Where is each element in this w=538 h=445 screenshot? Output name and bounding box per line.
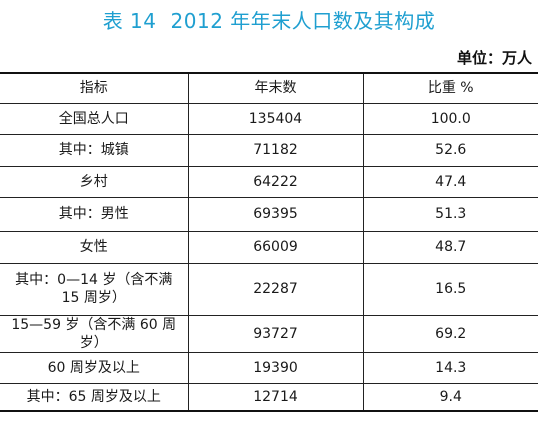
table-title: 表 14 2012 年年末人口数及其构成: [0, 6, 538, 36]
cell-indicator: 其中：城镇: [0, 133, 189, 167]
cell-indicator: 其中：65 周岁及以上: [0, 382, 189, 412]
table-number: 表 14: [102, 9, 157, 33]
cell-value: 12714: [187, 382, 364, 412]
cell-share: 100.0: [362, 102, 538, 135]
cell-share: 16.5: [362, 262, 538, 316]
cell-share: 9.4: [362, 382, 538, 412]
cell-value: 93727: [187, 314, 364, 353]
cell-value: 19390: [187, 351, 364, 384]
cell-value: 22287: [187, 262, 364, 316]
cell-share: 48.7: [362, 230, 538, 264]
cell-indicator-line-1: 其中：0—14 岁（含不满: [15, 272, 173, 288]
header-year-end-value: 年末数: [187, 72, 364, 104]
table-row: 其中：65 周岁及以上 12714 9.4: [0, 382, 538, 412]
table-row: 女性 66009 48.7: [0, 230, 538, 264]
cell-value: 71182: [187, 133, 364, 167]
cell-share: 47.4: [362, 165, 538, 198]
unit-label: 单位：万人: [456, 49, 532, 67]
cell-indicator-line-2: 15 周岁）: [61, 290, 126, 306]
table-row: 其中：男性 69395 51.3: [0, 196, 538, 232]
population-table: 指标 年末数 比重 % 全国总人口 135404 100.0 其中：城镇 711…: [0, 72, 538, 412]
table-row: 全国总人口 135404 100.0: [0, 102, 538, 135]
table-header-row: 指标 年末数 比重 %: [0, 72, 538, 104]
table-row: 乡村 64222 47.4: [0, 165, 538, 198]
cell-value: 66009: [187, 230, 364, 264]
cell-indicator: 其中：0—14 岁（含不满 15 周岁）: [0, 262, 189, 316]
cell-value: 64222: [187, 165, 364, 198]
cell-indicator: 乡村: [0, 165, 189, 198]
cell-indicator: 其中：男性: [0, 196, 189, 232]
cell-indicator: 60 周岁及以上: [0, 351, 189, 384]
table-row: 其中：0—14 岁（含不满 15 周岁） 22287 16.5: [0, 262, 538, 316]
cell-indicator: 女性: [0, 230, 189, 264]
cell-share: 51.3: [362, 196, 538, 232]
header-indicator: 指标: [0, 72, 189, 104]
cell-share: 69.2: [362, 314, 538, 353]
header-share: 比重 %: [362, 72, 538, 104]
table-row: 60 周岁及以上 19390 14.3: [0, 351, 538, 384]
cell-share: 14.3: [362, 351, 538, 384]
cell-share: 52.6: [362, 133, 538, 167]
cell-indicator: 15—59 岁（含不满 60 周岁）: [0, 314, 189, 353]
cell-value: 69395: [187, 196, 364, 232]
table-row: 15—59 岁（含不满 60 周岁） 93727 69.2: [0, 314, 538, 353]
table-title-text: 2012 年年末人口数及其构成: [170, 9, 436, 33]
cell-value: 135404: [187, 102, 364, 135]
cell-indicator: 全国总人口: [0, 102, 189, 135]
table-row: 其中：城镇 71182 52.6: [0, 133, 538, 167]
